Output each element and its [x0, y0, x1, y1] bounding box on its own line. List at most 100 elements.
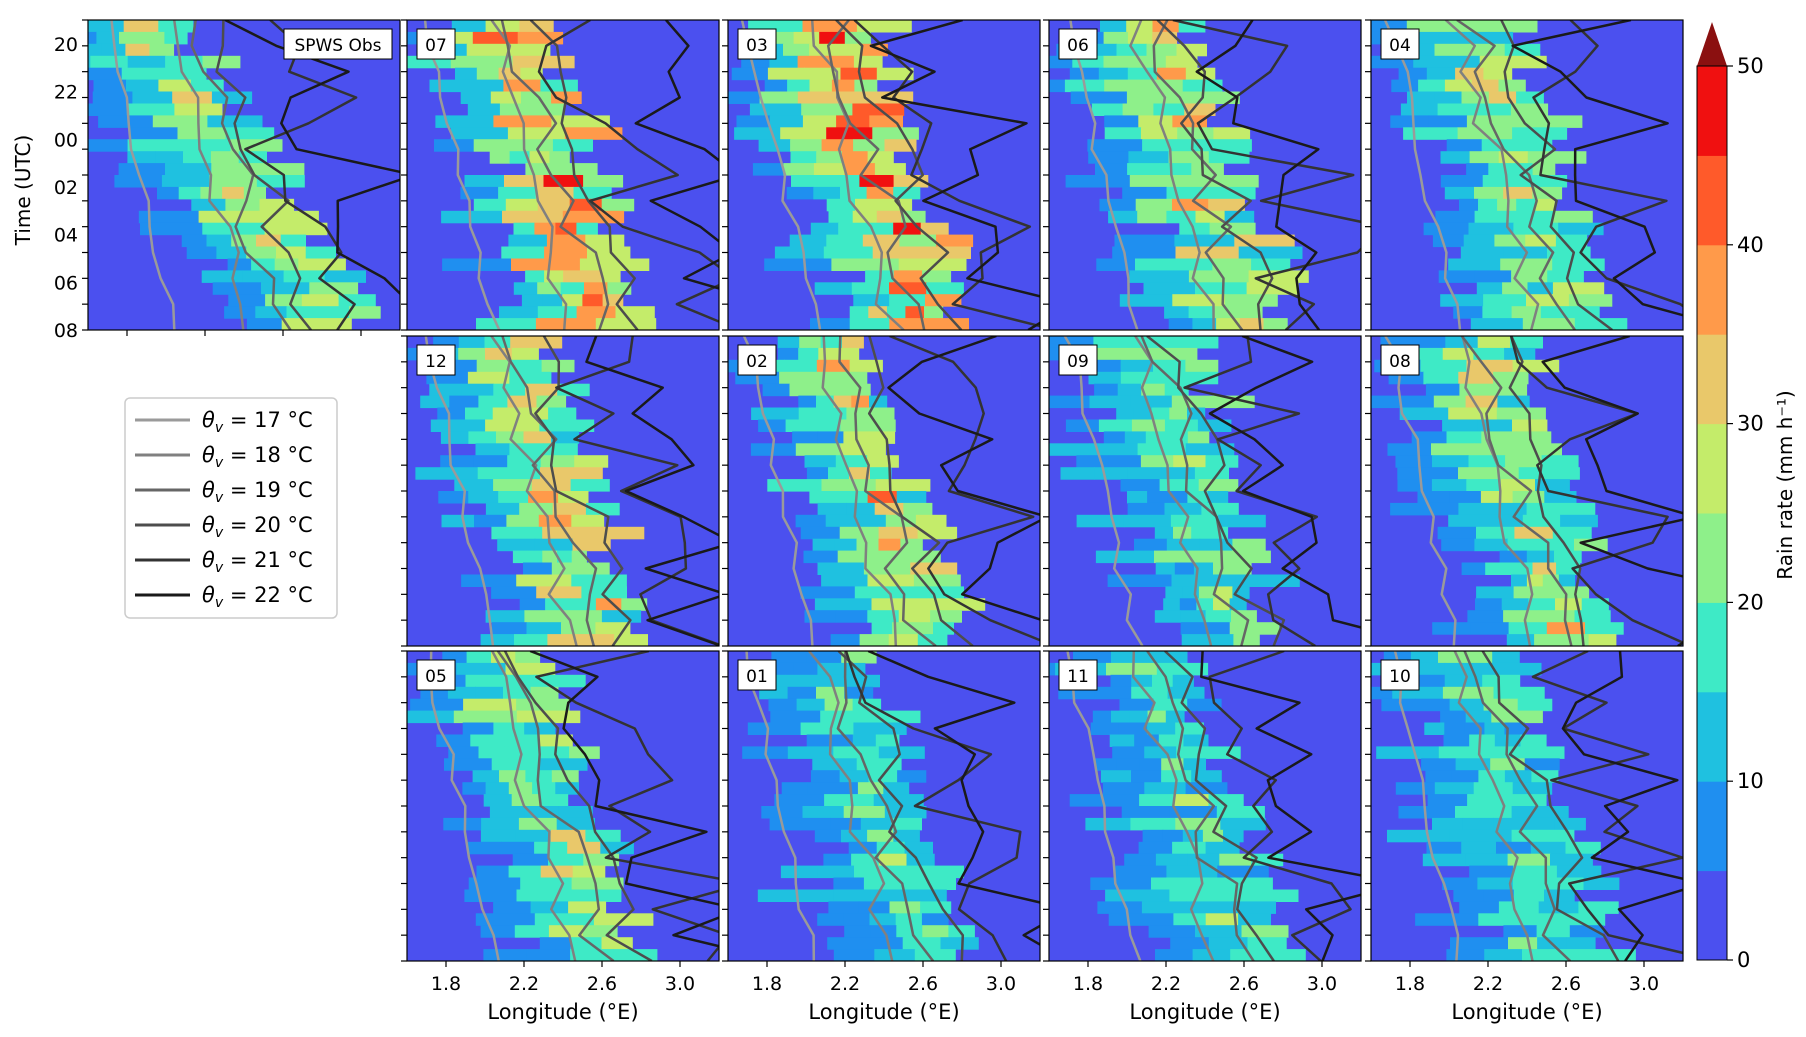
rain-cell — [1140, 455, 1174, 468]
rain-cell — [573, 186, 612, 200]
rain-cell — [539, 758, 588, 771]
rain-cell — [830, 634, 861, 646]
theta-v-line — [1509, 336, 1683, 644]
rain-cell — [1131, 674, 1153, 688]
rain-cell — [508, 43, 551, 57]
rain-cell — [513, 139, 554, 152]
rain-cell — [516, 574, 572, 587]
panel-label-text: 08 — [1389, 352, 1411, 372]
rain-cell — [534, 538, 573, 552]
rain-cell — [1444, 186, 1475, 200]
rain-cell — [789, 234, 827, 248]
rain-cell — [550, 829, 586, 843]
rain-cell — [1108, 455, 1142, 468]
rain-cell — [1188, 306, 1214, 319]
rain-cell — [1395, 455, 1433, 468]
rain-cell — [1122, 186, 1167, 200]
rain-cell — [1566, 937, 1596, 950]
rain-cell — [505, 662, 556, 676]
rain-cell — [1420, 359, 1467, 373]
rain-cell — [1512, 491, 1545, 504]
rain-cell — [1504, 722, 1525, 735]
rain-cell — [1438, 651, 1466, 664]
rain-cell — [856, 758, 880, 771]
y-ticks — [401, 335, 407, 647]
theta-v-line — [500, 20, 610, 330]
theta-v-line — [429, 651, 500, 961]
rain-cell — [1076, 514, 1125, 528]
legend-entry: θv = 22 °C — [202, 583, 313, 611]
rain-cell — [816, 151, 843, 164]
rain-cell — [783, 163, 815, 176]
rain-cell — [1464, 31, 1514, 45]
rain-cell — [1192, 318, 1217, 330]
rain-cell — [1165, 586, 1183, 599]
rain-cell — [884, 806, 927, 819]
x-tick-label: 1.8 — [431, 973, 461, 995]
rain-cell — [1130, 395, 1173, 409]
rain-cell — [582, 270, 602, 283]
rain-cell — [810, 222, 839, 236]
rain-cell — [1554, 550, 1582, 564]
theta-v-contours — [1393, 651, 1683, 961]
rain-cell — [1094, 758, 1118, 771]
rain-cell — [940, 937, 979, 950]
rain-cell — [225, 198, 260, 212]
rain-cell — [1131, 419, 1166, 432]
rain-cell — [1133, 407, 1153, 420]
rain-cell — [802, 115, 837, 128]
rain-cell — [820, 336, 843, 349]
rain-cell — [504, 175, 544, 188]
rain-cell — [758, 419, 786, 432]
rain-cell — [515, 651, 541, 664]
rain-cell — [1049, 662, 1056, 676]
theta-v-line — [867, 651, 1040, 946]
rain-cell — [728, 91, 761, 104]
rain-cell — [1154, 610, 1181, 623]
rain-cell — [281, 318, 317, 330]
rain-cell — [863, 562, 911, 575]
rain-cell — [790, 151, 817, 164]
theta-v-line — [496, 651, 615, 961]
rain-cell — [1155, 853, 1189, 867]
rain-cell — [922, 925, 949, 938]
rain-cell — [1512, 127, 1568, 140]
rain-cell — [161, 175, 210, 188]
rain-cell — [1395, 782, 1436, 795]
rain-cell — [1496, 407, 1546, 420]
rain-cell — [536, 586, 582, 599]
rain-cell — [434, 139, 475, 152]
rain-cell — [1138, 841, 1173, 855]
rain-cell — [1477, 336, 1511, 349]
rain-cell — [789, 383, 817, 397]
rain-cell — [1168, 151, 1210, 164]
rain-cell — [1159, 163, 1192, 176]
rain-cell — [1427, 794, 1468, 807]
rain-cell — [481, 817, 520, 831]
rain-cell — [483, 794, 513, 807]
rain-cell — [1490, 758, 1526, 771]
rain-cell — [601, 270, 621, 283]
rain-cell — [840, 419, 869, 432]
rain-cell — [525, 383, 558, 397]
rain-cell — [1164, 419, 1199, 432]
rain-cell — [1216, 806, 1265, 819]
rain-cell — [280, 234, 306, 248]
colorbar-tick-label: 20 — [1737, 590, 1764, 614]
rain-cell — [1170, 514, 1219, 528]
rain-cell — [501, 841, 535, 855]
rain-cell — [1444, 79, 1473, 93]
rain-cell — [866, 186, 894, 200]
theta-v-line — [1129, 20, 1215, 330]
y-tick-label: 08 — [54, 320, 78, 342]
colorbar-segment — [1697, 244, 1727, 335]
rain-cell — [783, 43, 810, 57]
rain-cell — [785, 419, 814, 432]
rain-cell — [872, 127, 919, 140]
theta-v-contours — [429, 651, 719, 961]
rain-cell — [1588, 634, 1617, 646]
rain-cell — [1493, 686, 1545, 700]
rain-cell — [1141, 901, 1187, 914]
rain-cell — [1428, 115, 1468, 128]
